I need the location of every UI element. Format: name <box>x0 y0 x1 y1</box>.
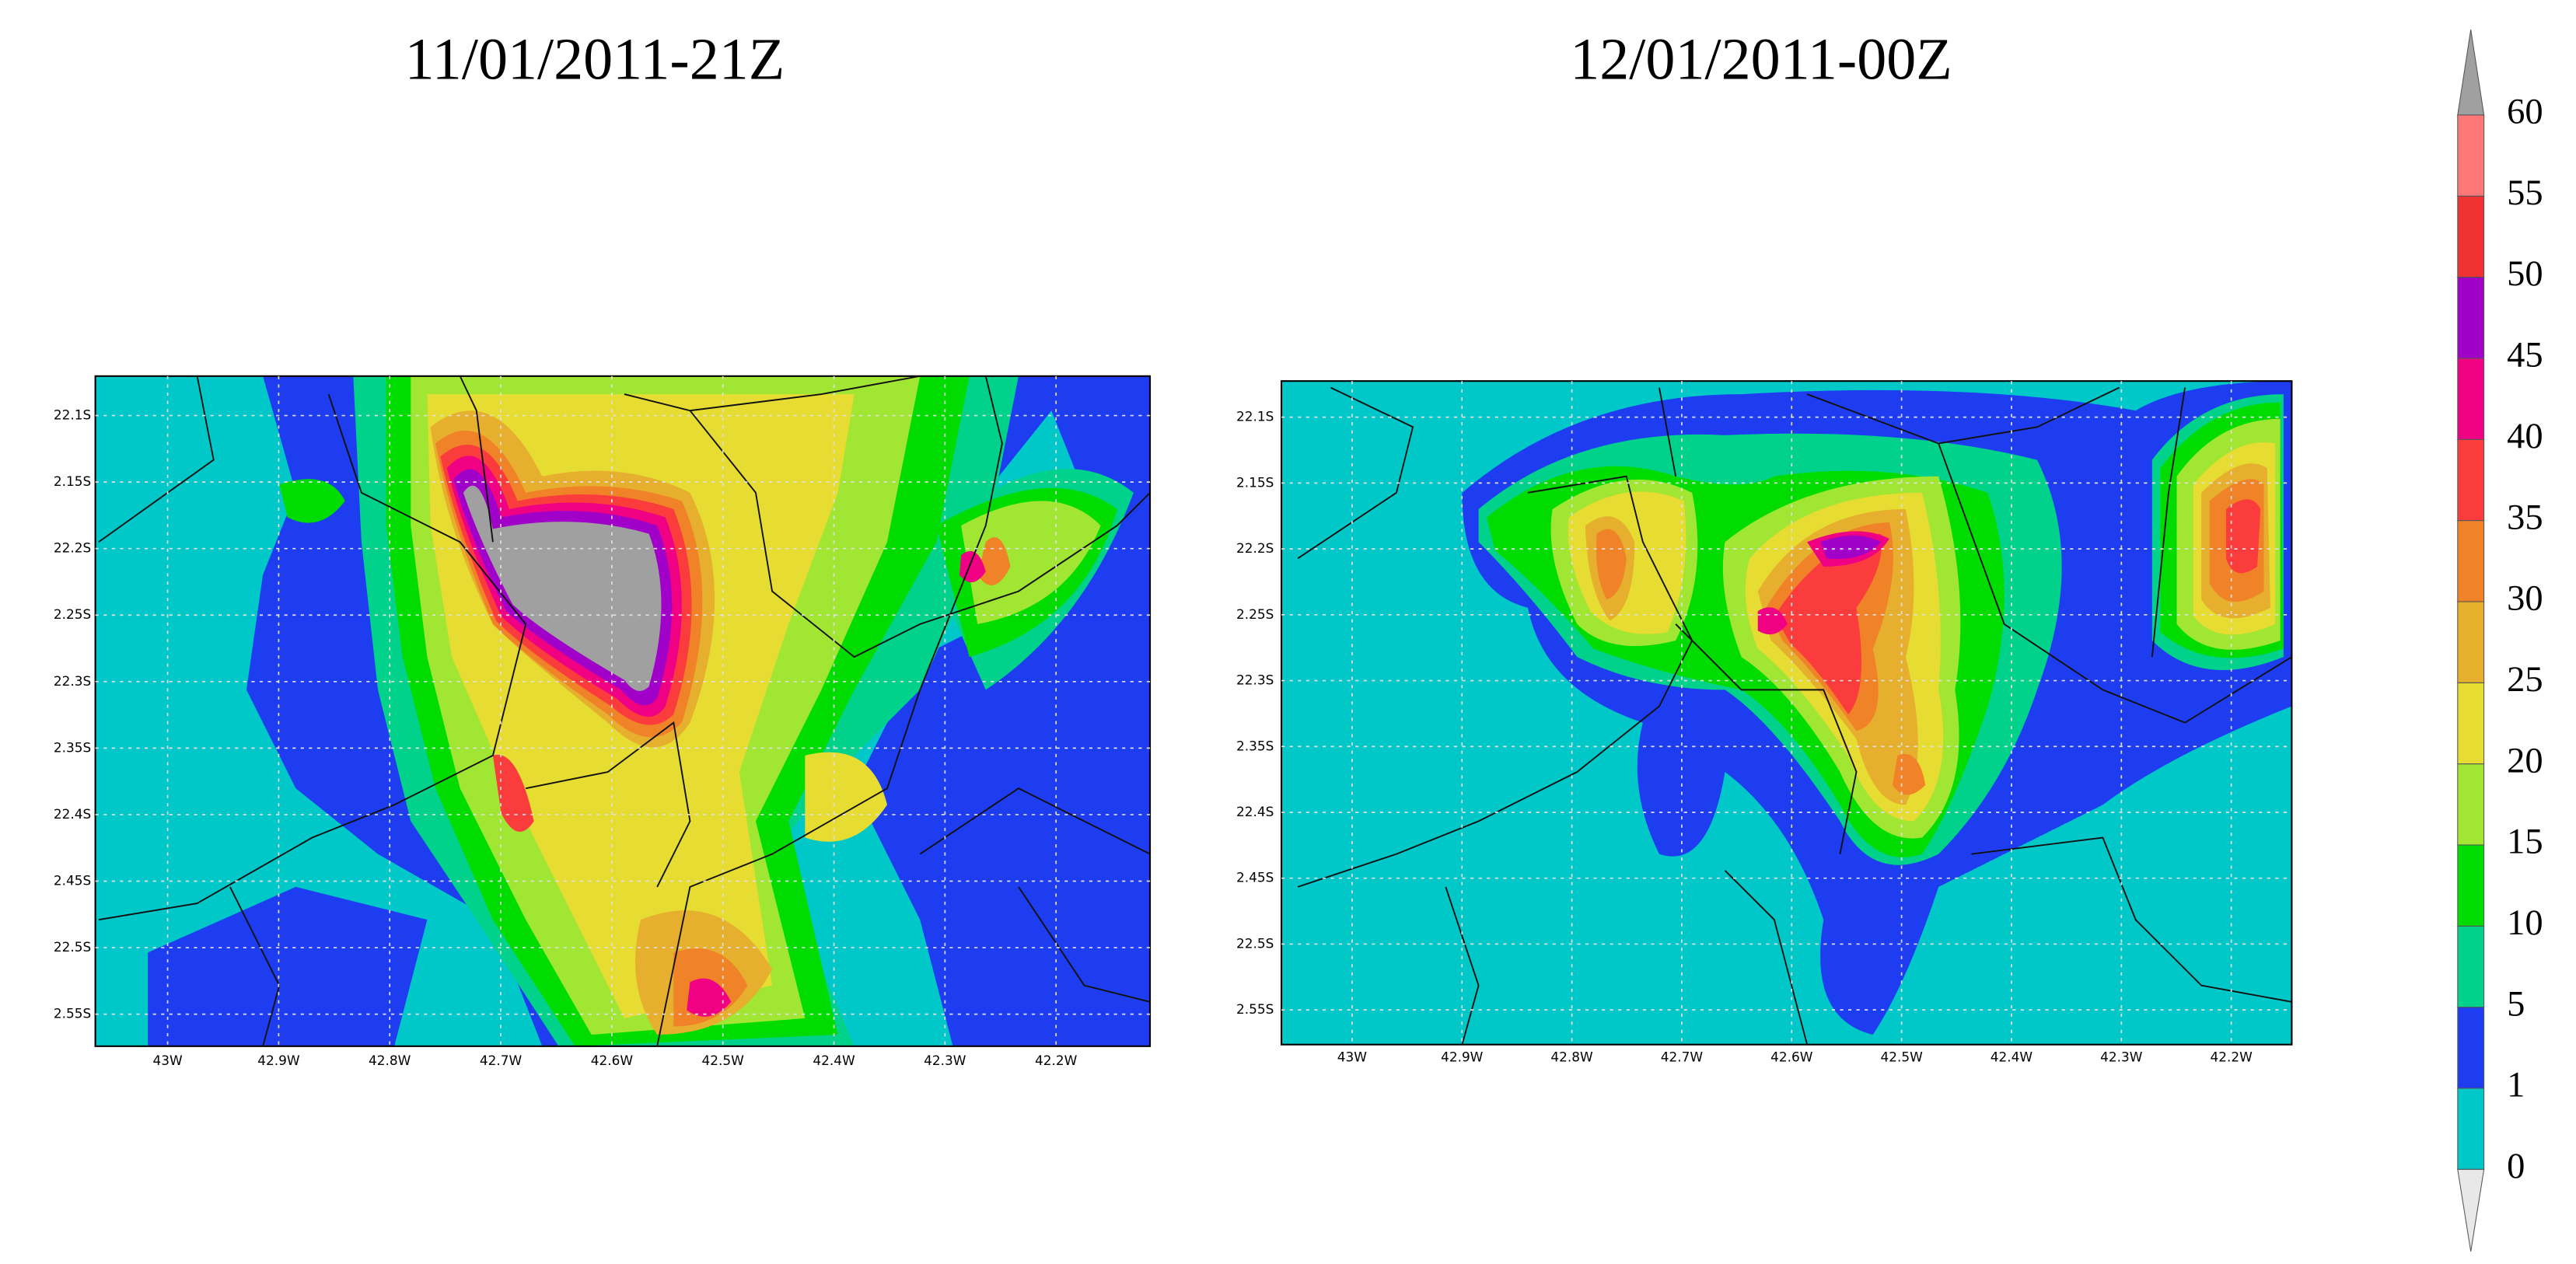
y-tick-label: 2.45S <box>54 873 91 889</box>
y-tick-label: 22.5S <box>54 939 91 955</box>
x-tick-label: 42.8W <box>1550 1049 1593 1065</box>
y-tick-label: 2.35S <box>1236 738 1274 753</box>
y-tick-label: 22.3S <box>1236 672 1274 688</box>
colorbar-segment <box>2457 358 2485 440</box>
y-tick-label: 2.15S <box>54 473 91 489</box>
colorbar-label: 25 <box>2507 660 2543 700</box>
x-tick-label: 42.6W <box>591 1053 634 1068</box>
y-tick-label: 22.2S <box>54 540 91 556</box>
colorbar-label: 50 <box>2507 254 2543 294</box>
x-tick-label: 42.7W <box>480 1053 523 1068</box>
panel-frame <box>1280 380 2293 1046</box>
colorbar-segment <box>2457 195 2485 278</box>
colorbar-segment <box>2457 114 2485 197</box>
panel-title: 12/01/2011-00Z <box>1570 26 1952 92</box>
x-tick-label: 42.9W <box>257 1053 300 1068</box>
y-tick-label: 2.25S <box>1236 606 1274 622</box>
colorbar-label: 5 <box>2507 984 2525 1024</box>
state-borders <box>1297 386 2292 1045</box>
y-tick-label: 2.15S <box>1236 474 1274 490</box>
colorbar-label: 20 <box>2507 741 2543 780</box>
x-tick-label: 42.2W <box>1035 1053 1078 1068</box>
y-tick-label: 22.2S <box>1236 540 1274 556</box>
colorbar-segment <box>2457 277 2485 359</box>
colorbar-segment <box>2457 925 2485 1008</box>
map-panel <box>95 375 1151 1046</box>
colorbar-label: 55 <box>2507 173 2543 213</box>
contour-25 <box>1585 463 2270 805</box>
x-tick-label: 42.5W <box>1880 1049 1923 1065</box>
x-tick-label: 42.9W <box>1441 1049 1484 1065</box>
colorbar-segment <box>2457 438 2485 522</box>
x-tick-label: 42.3W <box>2100 1049 2143 1065</box>
colorbar-segment <box>2457 520 2485 602</box>
contour-45 <box>1820 535 1882 559</box>
colorbar-segment <box>2457 682 2485 765</box>
y-tick-label: 22.4S <box>1236 804 1274 819</box>
y-tick-label: 2.45S <box>1236 870 1274 885</box>
x-tick-label: 42.3W <box>924 1053 966 1068</box>
colorbar-label: 0 <box>2507 1147 2525 1186</box>
colorbar-over <box>2457 29 2485 116</box>
x-tick-label: 42.4W <box>1991 1049 2033 1065</box>
y-tick-label: 22.5S <box>1236 935 1274 951</box>
contour-20 <box>1568 442 2276 822</box>
contour-40 <box>1757 531 1889 635</box>
colorbar-label: 15 <box>2507 822 2543 862</box>
colorbar-label: 30 <box>2507 579 2543 619</box>
x-tick-label: 43W <box>1337 1049 1367 1065</box>
panel-title: 11/01/2011-21Z <box>405 26 785 92</box>
colorbar-segment <box>2457 763 2485 846</box>
y-tick-label: 2.55S <box>54 1006 91 1021</box>
colorbar-label: 10 <box>2507 903 2543 943</box>
colorbar-segment <box>2457 1088 2485 1170</box>
colorbar-label: 35 <box>2507 498 2543 537</box>
colorbar-label: 45 <box>2507 336 2543 375</box>
x-tick-label: 42.2W <box>2211 1049 2253 1065</box>
x-tick-label: 42.6W <box>1770 1049 1813 1065</box>
y-tick-label: 2.25S <box>54 606 91 622</box>
x-tick-label: 42.8W <box>369 1053 411 1068</box>
x-tick-label: 43W <box>152 1053 182 1068</box>
x-tick-label: 42.7W <box>1661 1049 1704 1065</box>
colorbar-label: 60 <box>2507 93 2543 132</box>
map-panel <box>1281 381 2292 1045</box>
y-tick-label: 22.3S <box>54 673 91 689</box>
colorbar-label: 40 <box>2507 417 2543 456</box>
y-tick-label: 2.35S <box>54 739 91 755</box>
colorbar-segment <box>2457 844 2485 927</box>
x-tick-label: 42.5W <box>702 1053 745 1068</box>
colorbar-label: 1 <box>2507 1066 2525 1105</box>
y-tick-label: 22.1S <box>54 407 91 423</box>
colorbar-segment <box>2457 601 2485 683</box>
colorbar-under <box>2457 1168 2485 1252</box>
y-tick-label: 2.55S <box>1236 1001 1274 1017</box>
x-tick-label: 42.4W <box>813 1053 855 1068</box>
colorbar-segment <box>2457 1007 2485 1089</box>
y-tick-label: 22.1S <box>1236 409 1274 424</box>
panel-frame <box>94 375 1152 1047</box>
y-tick-label: 22.4S <box>54 806 91 822</box>
